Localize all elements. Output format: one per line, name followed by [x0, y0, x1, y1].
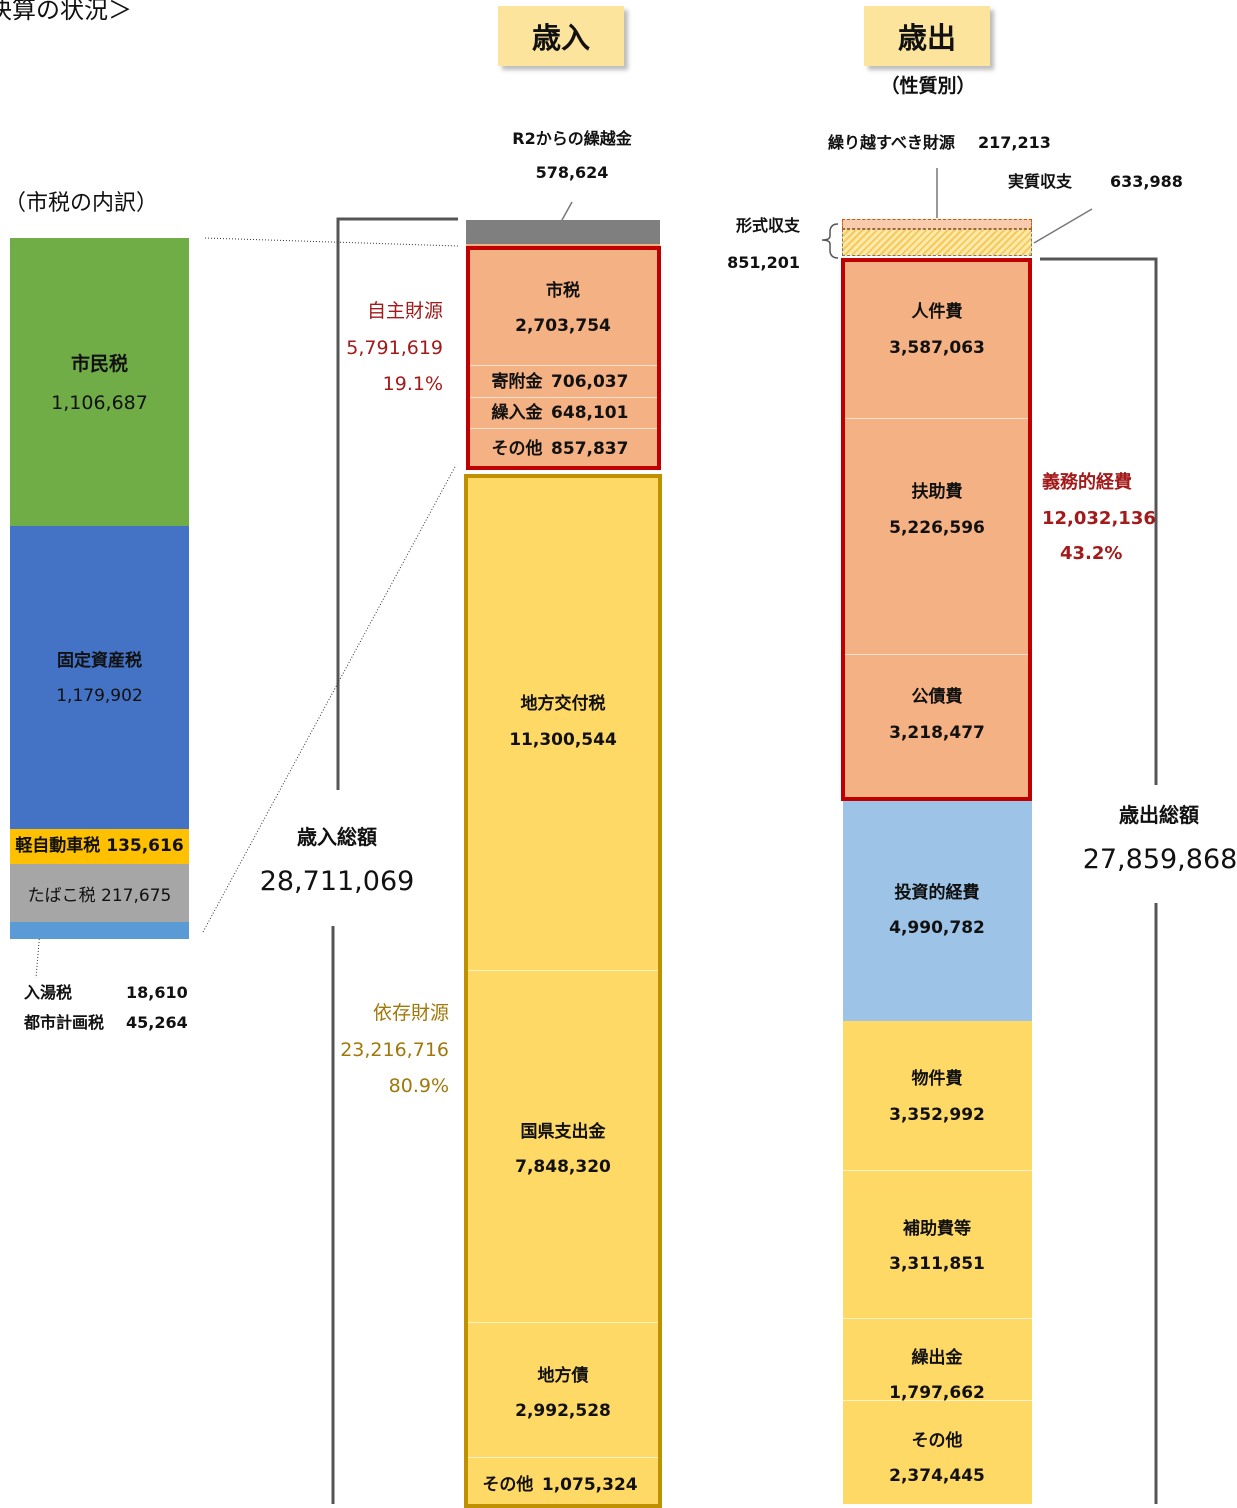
revenue-donation-segment	[466, 366, 660, 398]
revenue-segment-label: 地方債	[537, 1366, 589, 1386]
urban-planning-tax-label: 都市計画税	[24, 1013, 105, 1032]
revenue-own-other-segment	[466, 429, 660, 470]
expenditure-segment-label: 人件費	[911, 302, 963, 322]
dependent-revenue-pct: 80.9%	[388, 1075, 449, 1097]
carryover-value: 578,624	[535, 163, 609, 182]
revenue-segment-label: 地方交付税	[520, 694, 606, 714]
expenditure-aid-segment	[843, 1171, 1032, 1319]
expenditure-transfer-segment	[843, 1319, 1032, 1401]
carry-forward-value: 217,213	[978, 133, 1051, 152]
expenditure-subheader: （性質別）	[880, 75, 976, 97]
expenditure-segment-value: 3,311,851	[889, 1254, 985, 1274]
own-revenue-value: 5,791,619	[346, 337, 443, 359]
city-tax-light-vehicle-segment: 軽自動車税 135,616	[10, 829, 189, 864]
expenditure-total-value: 27,859,868	[1082, 844, 1237, 875]
real-balance-value: 633,988	[1110, 172, 1183, 191]
city-tax-resident-label: 市民税	[70, 353, 128, 375]
expenditure-segment-label: 投資的経費	[894, 883, 980, 903]
revenue-segment-value: 7,848,320	[515, 1157, 611, 1177]
expenditure-segment-label: 物件費	[911, 1069, 963, 1089]
city-tax-tobacco-label: たばこ税	[27, 886, 96, 906]
expenditure-segment-label: 補助費等	[903, 1219, 971, 1239]
city-tax-resident-segment: 市民税 1,106,687	[10, 238, 189, 526]
city-tax-tobacco-segment: たばこ税 217,675	[10, 864, 189, 922]
expenditure-debt-segment	[842, 655, 1031, 800]
dependent-revenue-value: 23,216,716	[340, 1039, 449, 1061]
city-tax-light-vehicle-label: 軽自動車税	[15, 836, 101, 856]
expenditure-segment-value: 3,352,992	[889, 1105, 985, 1125]
revenue-transfer-segment	[466, 398, 660, 429]
mandatory-expense-value: 12,032,136	[1042, 508, 1156, 529]
carryover-label: R2からの繰越金	[512, 129, 632, 148]
formal-balance-value: 851,201	[727, 253, 800, 272]
city-tax-property-label: 固定資産税	[57, 651, 142, 671]
revenue-local-allocation-segment	[466, 476, 660, 971]
expenditure-other-segment	[843, 1401, 1032, 1504]
city-tax-tobacco-value: 217,675	[101, 886, 172, 906]
expenditure-goods-segment	[843, 1021, 1032, 1171]
revenue-total-label: 歳入総額	[297, 825, 377, 849]
expenditure-segment-label: 扶助費	[911, 482, 963, 502]
expenditure-personnel-segment	[842, 259, 1031, 419]
expenditure-welfare-segment	[842, 419, 1031, 655]
own-revenue-pct: 19.1%	[382, 373, 443, 395]
revenue-segment-label: 市税	[546, 281, 580, 301]
city-tax-resident-value: 1,106,687	[51, 392, 148, 414]
revenue-segment-value: 2,703,754	[515, 316, 611, 336]
mandatory-expense-pct: 43.2%	[1060, 543, 1123, 564]
revenue-segment-text: 寄附金 706,037	[491, 372, 629, 392]
expenditure-real-balance-segment	[842, 229, 1032, 256]
expenditure-segment-label: その他	[911, 1431, 963, 1451]
city-tax-light-vehicle-text: 軽自動車税 135,616	[10, 838, 189, 855]
urban-planning-tax-value: 45,264	[126, 1013, 188, 1032]
revenue-bond-segment	[466, 1323, 660, 1458]
revenue-dep-other-segment	[466, 1458, 660, 1504]
expenditure-segment-value: 5,226,596	[889, 518, 985, 538]
expenditure-segment-value: 2,374,445	[889, 1466, 985, 1486]
expenditure-segment-label: 繰出金	[911, 1348, 963, 1368]
city-tax-light-vehicle-value: 135,616	[106, 836, 184, 856]
revenue-segment-value: 2,992,528	[515, 1401, 611, 1421]
revenue-segment-label: 国県支出金	[520, 1122, 606, 1142]
revenue-carryover-segment	[466, 220, 660, 244]
carry-forward-label: 繰り越すべき財源	[828, 133, 955, 152]
revenue-own-source-frame	[466, 246, 661, 470]
revenue-header: 歳入	[498, 6, 624, 66]
expenditure-segment-value: 1,797,662	[889, 1383, 985, 1403]
expenditure-segment-value: 3,218,477	[889, 723, 985, 743]
revenue-subsidy-segment	[466, 971, 660, 1323]
city-tax-property-value: 1,179,902	[56, 686, 143, 706]
revenue-segment-text: 繰入金 648,101	[491, 403, 629, 423]
city-tax-tobacco-text: たばこ税 217,675	[10, 888, 189, 905]
expenditure-header: 歳出	[864, 6, 990, 66]
bathing-tax-label: 入湯税	[24, 983, 73, 1002]
bathing-tax-value: 18,610	[126, 983, 188, 1002]
expenditure-segment-value: 3,587,063	[889, 338, 985, 358]
revenue-city-tax-segment	[466, 244, 660, 366]
page-title: 決算の状況＞	[0, 0, 132, 24]
city-tax-heading: （市税の内訳）	[4, 191, 159, 216]
revenue-total-value: 28,711,069	[259, 866, 415, 897]
expenditure-carry-forward-segment	[842, 219, 1032, 229]
expenditure-total-label: 歳出総額	[1119, 803, 1199, 827]
revenue-segment-text: その他 857,837	[491, 439, 629, 459]
mandatory-expense-label: 義務的経費	[1042, 472, 1132, 493]
expenditure-investment-segment	[843, 801, 1032, 1021]
revenue-segment-value: 11,300,544	[509, 730, 617, 750]
dependent-revenue-label: 依存財源	[372, 1002, 449, 1024]
city-tax-property-segment: 固定資産税 1,179,902	[10, 526, 189, 829]
expenditure-segment-value: 4,990,782	[889, 918, 985, 938]
revenue-dependent-frame	[464, 474, 662, 1508]
expenditure-segment-label: 公債費	[911, 687, 963, 707]
real-balance-label: 実質収支	[1008, 172, 1073, 191]
revenue-segment-text: その他 1,075,324	[482, 1475, 638, 1495]
formal-balance-label: 形式収支	[735, 216, 800, 235]
own-revenue-label: 自主財源	[366, 300, 443, 322]
city-tax-other-segment	[10, 922, 189, 939]
expenditure-mandatory-frame	[841, 258, 1032, 801]
